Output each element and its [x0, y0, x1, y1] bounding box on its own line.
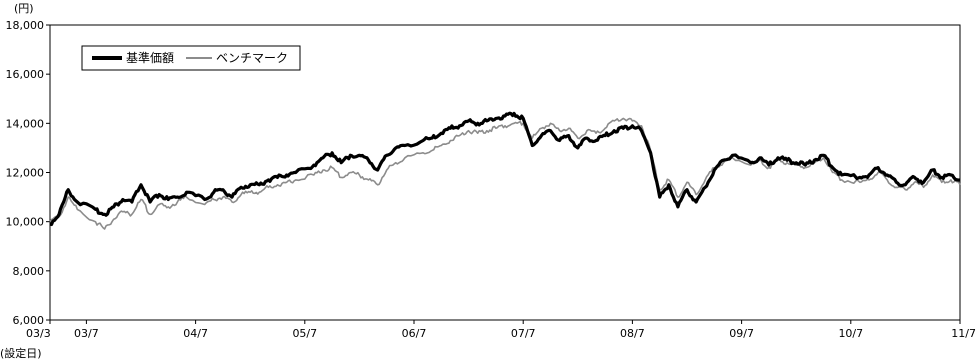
y-tick-label: 14,000	[6, 117, 45, 130]
series-layer	[49, 111, 961, 230]
series-line-nav	[49, 111, 961, 227]
y-tick-label: 10,000	[6, 216, 45, 229]
x-tick-label: 03/7	[74, 327, 99, 340]
series-line-benchmark	[49, 117, 961, 230]
x-axis-start-note: (設定日)	[0, 346, 42, 360]
x-tick-label: 03/3	[26, 327, 51, 340]
y-tick-label: 6,000	[13, 314, 45, 327]
y-tick-label: 12,000	[6, 167, 45, 180]
x-tick-label: 11/7	[951, 327, 976, 340]
legend: 基準価額 ベンチマーク	[81, 45, 301, 71]
legend-label-nav: 基準価額	[126, 50, 174, 65]
x-tick-label: 05/7	[292, 327, 317, 340]
y-tick-label: 18,000	[6, 19, 45, 32]
x-tick-label: 10/7	[838, 327, 863, 340]
x-tick-label: 06/7	[402, 327, 427, 340]
x-axis: 03/3 03/7 04/7 05/7 06/7 07/7 08/7 09/7 10/7 11/7	[26, 320, 976, 340]
y-axis: 6,000 8,000 10,000 12,000 14,000 16,000 18,000	[6, 19, 50, 327]
legend-label-benchmark: ベンチマーク	[216, 51, 288, 65]
x-tick-label: 07/7	[511, 327, 536, 340]
x-tick-label: 08/7	[620, 327, 645, 340]
x-tick-label: 04/7	[183, 327, 208, 340]
y-tick-label: 8,000	[13, 265, 45, 278]
y-tick-label: 16,000	[6, 68, 45, 81]
x-tick-label: 09/7	[729, 327, 754, 340]
y-axis-unit-label: (円)	[14, 2, 34, 15]
